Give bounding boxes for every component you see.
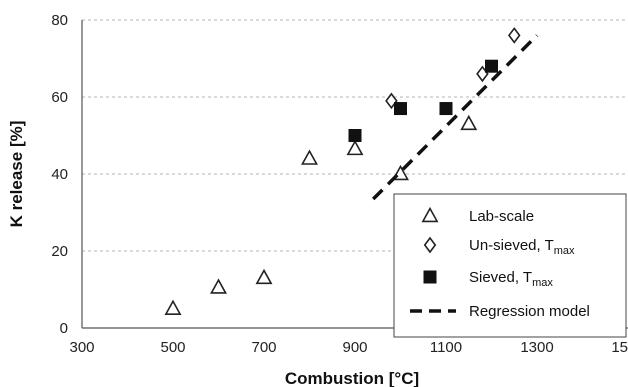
lab-scale-point <box>460 114 478 131</box>
x-tick-label: 700 <box>251 339 276 356</box>
legend-lab-scale-icon <box>421 206 439 223</box>
y-tick-label: 80 <box>51 12 68 29</box>
y-tick-label: 40 <box>51 166 68 183</box>
data-marks <box>164 27 539 315</box>
lab-scale-point <box>255 268 273 285</box>
regression-line <box>371 34 539 201</box>
x-tick-label: 500 <box>160 339 185 356</box>
lab-scale-point <box>210 278 227 294</box>
sieved-point <box>348 129 362 142</box>
x-tick-label: 900 <box>342 339 367 356</box>
sieved-point <box>485 59 498 73</box>
y-tick-label: 60 <box>51 89 68 106</box>
x-tick-label: 300 <box>69 339 94 356</box>
y-tick-label: 0 <box>60 320 68 337</box>
x-tick-label: 1300 <box>520 339 553 356</box>
sieved-point <box>439 102 453 116</box>
sieved-point <box>394 102 407 116</box>
legend-label: Regression model <box>469 303 590 320</box>
lab-scale-point <box>301 149 318 165</box>
y-tick-label: 20 <box>51 243 68 260</box>
un-sieved-point <box>508 27 521 44</box>
tick-labels: 300 500 700 900 1100 1300 1500 0 20 40 60 80 <box>51 12 628 356</box>
lab-scale-point <box>346 139 364 156</box>
legend-label: Lab-scale <box>469 208 534 225</box>
x-axis-title: Combustion [°C] <box>285 369 419 387</box>
grid-lines <box>82 19 628 252</box>
y-axis-title: K release [%] <box>7 121 26 228</box>
lab-scale-point <box>164 299 182 315</box>
legend-label: Un-sieved, Tmax <box>469 237 575 257</box>
legend-sieved-icon <box>423 270 437 284</box>
x-tick-label: 1500 <box>611 339 628 356</box>
legend-un-sieved-icon <box>423 236 437 254</box>
x-tick-label: 1100 <box>430 339 462 356</box>
